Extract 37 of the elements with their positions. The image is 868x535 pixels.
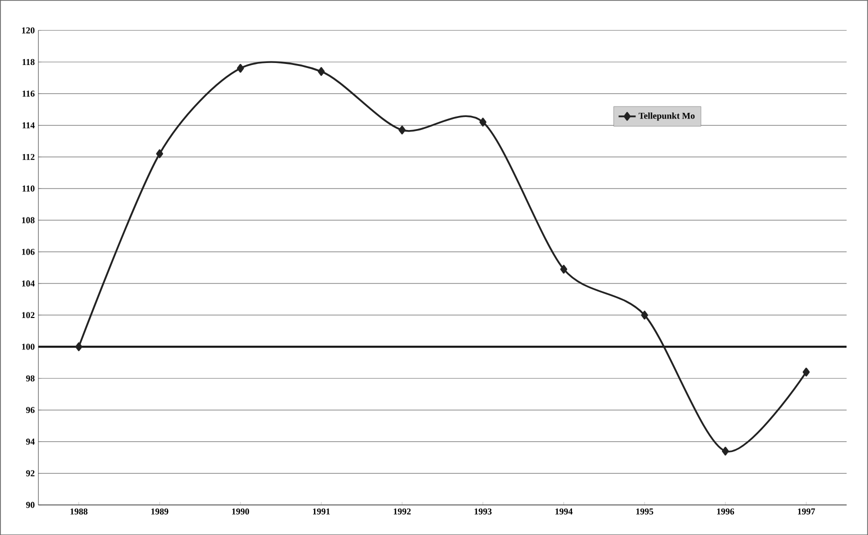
point: [560, 264, 568, 274]
y-tick-label: 102: [22, 312, 34, 318]
y-tick-label: 98: [26, 375, 35, 382]
y-tick-label: 104: [22, 280, 35, 286]
y-tick-label: 120: [22, 27, 34, 34]
y-tick-label: 112: [22, 154, 34, 160]
y-tick-label: 96: [26, 406, 35, 413]
y-tick-label: 118: [22, 58, 35, 65]
point: [722, 446, 729, 456]
y-tick-label: 116: [22, 90, 35, 97]
y-tick-label: 90: [26, 502, 34, 508]
point: [398, 125, 406, 134]
point: [479, 118, 486, 126]
x-tick-label: 1995: [636, 508, 654, 514]
x-tick-label: 1990: [232, 508, 250, 514]
point: [641, 310, 648, 320]
y-tick-label: 92: [26, 470, 34, 476]
x-tick-label: 1997: [798, 508, 815, 514]
x-tick-label: 1992: [394, 508, 411, 514]
point: [156, 149, 164, 158]
y-tick-label: 110: [22, 185, 35, 192]
y-tick-label: 94: [26, 438, 35, 445]
x-tick-label: 1988: [70, 508, 88, 514]
legend-label: Tellepunkt Mo: [638, 112, 695, 121]
point: [318, 66, 325, 76]
x-tick-label: 1996: [717, 508, 734, 514]
x-tick-label: 1994: [555, 508, 573, 514]
x-tick-label: 1989: [151, 508, 168, 514]
point: [75, 342, 82, 351]
y-tick-label: 108: [22, 217, 35, 224]
point: [236, 64, 244, 73]
y-tick-label: 106: [22, 248, 35, 255]
x-tick-label: 1993: [474, 508, 492, 514]
y-tick-label: 100: [22, 344, 34, 350]
point: [802, 368, 810, 376]
y-tick-label: 114: [22, 122, 35, 128]
x-tick-label: 1991: [312, 508, 330, 514]
